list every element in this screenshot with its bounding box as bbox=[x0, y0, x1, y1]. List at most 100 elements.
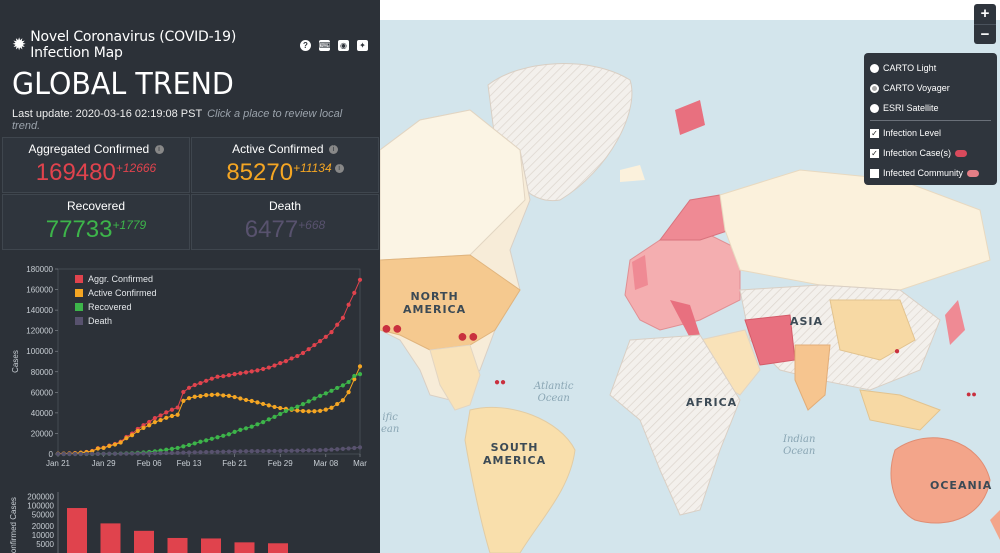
info-icon[interactable]: i bbox=[154, 145, 164, 154]
stat-value: 6477 bbox=[244, 216, 299, 243]
last-update-text: Last update: 2020-03-16 02:19:08 PST bbox=[12, 108, 202, 120]
case-cluster-caribbean-icon[interactable]: ●● bbox=[494, 377, 507, 388]
data-point bbox=[300, 448, 306, 453]
base-layer-carto-voyager[interactable]: CARTO Voyager bbox=[870, 78, 991, 98]
zoom-out-button[interactable]: − bbox=[974, 24, 996, 44]
land-uk bbox=[632, 255, 648, 290]
base-layer-esri-satellite[interactable]: ESRI Satellite bbox=[870, 98, 991, 118]
data-point bbox=[232, 394, 237, 400]
data-point bbox=[255, 368, 260, 373]
data-point bbox=[107, 451, 112, 456]
data-point bbox=[266, 403, 271, 408]
data-point bbox=[352, 290, 357, 295]
data-point bbox=[232, 429, 237, 435]
data-point bbox=[232, 372, 237, 377]
overlay-infection-cases[interactable]: ✓ Infection Case(s) bbox=[870, 143, 991, 163]
data-point bbox=[192, 394, 197, 399]
data-point bbox=[169, 407, 175, 412]
case-cluster-asia-icon[interactable]: ● bbox=[894, 346, 901, 357]
data-point bbox=[289, 356, 294, 361]
info-icon[interactable]: i bbox=[334, 164, 344, 173]
data-point bbox=[67, 451, 72, 457]
data-point bbox=[340, 383, 346, 388]
data-point bbox=[346, 379, 351, 385]
y-tick-label: 0 bbox=[49, 450, 54, 459]
series-line bbox=[58, 373, 361, 455]
overlay-infection-level[interactable]: ✓ Infection Level bbox=[870, 128, 942, 138]
data-point bbox=[107, 443, 112, 449]
info-icon[interactable]: i bbox=[328, 145, 338, 154]
stat-label: Recovered bbox=[66, 199, 126, 213]
radio-selected-icon[interactable] bbox=[870, 83, 879, 93]
stat-recovered[interactable]: Recovered 77733+1779 bbox=[2, 194, 190, 250]
data-point bbox=[152, 420, 157, 425]
case-cluster-pacific-icon[interactable]: ●● bbox=[966, 389, 977, 399]
land-new-zealand bbox=[990, 510, 1000, 540]
data-point bbox=[175, 450, 180, 455]
data-point bbox=[283, 408, 289, 414]
overlay-infected-community[interactable]: Infected Community bbox=[870, 163, 991, 183]
keyboard-icon[interactable]: ⌨ bbox=[319, 39, 331, 51]
data-point bbox=[95, 451, 100, 456]
data-point bbox=[255, 422, 260, 427]
bar bbox=[167, 537, 188, 553]
data-point bbox=[95, 446, 100, 451]
data-point bbox=[221, 449, 226, 454]
zoom-in-button[interactable]: + bbox=[980, 5, 990, 22]
help-icon[interactable]: ? bbox=[300, 39, 311, 51]
data-point bbox=[112, 451, 118, 456]
last-update-hint: Click a place to review local trend. bbox=[12, 108, 343, 132]
data-point bbox=[61, 451, 66, 457]
header-icons: ? ⌨ ◉ ✦ bbox=[300, 39, 368, 51]
data-point bbox=[329, 330, 334, 335]
land-africa bbox=[609, 334, 741, 516]
data-point bbox=[226, 393, 232, 398]
y-tick-label: 50000 bbox=[32, 510, 55, 519]
twitter-icon[interactable]: ✦ bbox=[357, 39, 368, 51]
label-asia: ASIA bbox=[790, 315, 824, 328]
radio-icon[interactable] bbox=[870, 103, 879, 113]
data-point bbox=[135, 428, 140, 434]
legend-label: Active Confirmed bbox=[88, 288, 157, 298]
data-point bbox=[295, 353, 300, 359]
data-point bbox=[129, 451, 135, 456]
data-point bbox=[357, 277, 363, 282]
checkbox-checked-icon[interactable]: ✓ bbox=[870, 128, 879, 138]
bar bbox=[201, 538, 221, 553]
case-cluster-east-coast-icon[interactable]: ●● bbox=[457, 326, 479, 346]
data-point bbox=[204, 449, 209, 455]
data-point bbox=[90, 451, 95, 457]
data-point bbox=[209, 436, 214, 441]
label-africa: AFRICA bbox=[686, 396, 738, 409]
data-point bbox=[238, 427, 243, 432]
label-atlantic-ocean: Atlantic Ocean bbox=[534, 381, 574, 404]
case-cluster-west-coast-icon[interactable]: ●● bbox=[381, 318, 403, 338]
series-death bbox=[55, 445, 363, 457]
stat-death[interactable]: Death 6477+668 bbox=[191, 194, 379, 250]
checkbox-checked-icon[interactable]: ✓ bbox=[870, 148, 879, 158]
github-icon[interactable]: ◉ bbox=[338, 39, 349, 51]
radio-icon[interactable] bbox=[870, 63, 879, 73]
community-legend-icon bbox=[967, 169, 980, 177]
data-point bbox=[300, 402, 306, 407]
data-point bbox=[295, 448, 300, 453]
stat-aggregated-confirmed[interactable]: Aggregated Confirmed i 169480+12666 bbox=[2, 137, 190, 193]
data-point bbox=[147, 451, 152, 456]
trend-line-chart[interactable]: 0 20000 40000 60000 80000 100000 120000 140000 1… bbox=[8, 262, 370, 474]
y-tick-label: 5000 bbox=[36, 540, 54, 549]
data-point bbox=[181, 450, 186, 455]
data-point bbox=[215, 374, 220, 379]
data-point bbox=[238, 371, 243, 376]
legend-swatch bbox=[75, 289, 83, 297]
data-point bbox=[169, 450, 175, 456]
y-tick-label: 140000 bbox=[26, 306, 53, 315]
stat-active-confirmed[interactable]: Active Confirmed i 85270+11134 i bbox=[191, 137, 379, 193]
checkbox-unchecked-icon[interactable] bbox=[870, 168, 879, 178]
data-point bbox=[198, 450, 203, 455]
data-point bbox=[158, 413, 163, 418]
data-point bbox=[243, 370, 249, 375]
base-layer-carto-light[interactable]: CARTO Light bbox=[870, 58, 991, 78]
data-point bbox=[335, 322, 340, 327]
